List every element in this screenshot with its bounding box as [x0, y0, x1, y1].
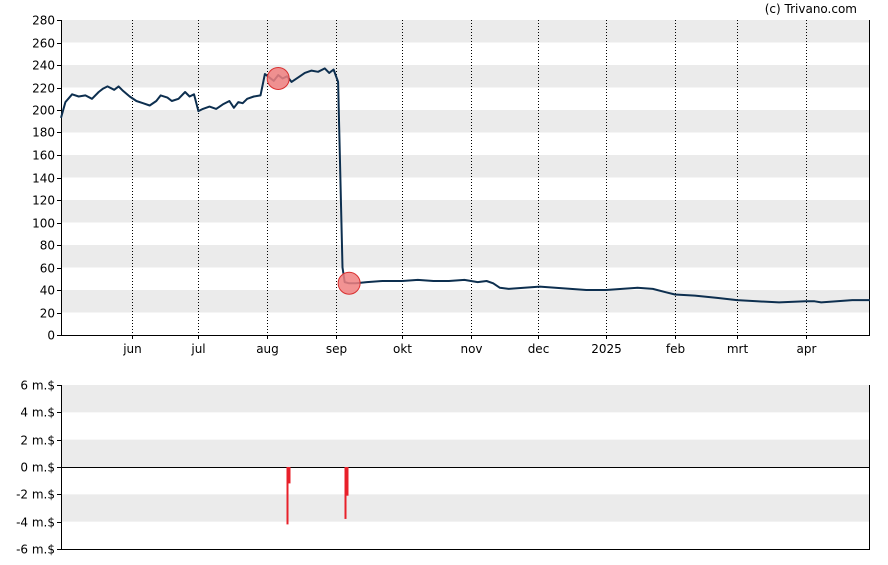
- price-x-tick-label: dec: [528, 342, 550, 356]
- volume-y-tick-label: -4 m.$: [16, 516, 55, 530]
- volume-y-tick-label: -2 m.$: [16, 488, 55, 502]
- price-y-tick-label: 240: [32, 59, 55, 73]
- price-x-tick-label: apr: [797, 342, 817, 356]
- price-band: [61, 65, 870, 88]
- price-x-tick-label: mrt: [727, 342, 749, 356]
- volume-plot-frame: [61, 385, 870, 550]
- price-y-tick-label: 140: [32, 172, 55, 186]
- price-y-tick-label: 60: [40, 262, 55, 276]
- price-y-tick-label: 220: [32, 82, 55, 96]
- price-y-tick-label: 120: [32, 194, 55, 208]
- price-markers: [266, 67, 361, 295]
- price-band: [61, 110, 870, 133]
- price-x-tick-label: feb: [666, 342, 685, 356]
- price-band: [61, 245, 870, 268]
- price-band: [61, 200, 870, 223]
- price-y-tick-label: 260: [32, 37, 55, 51]
- price-y-tick-label: 80: [40, 239, 55, 253]
- volume-band: [61, 494, 870, 522]
- price-x-tick-label: okt: [393, 342, 412, 356]
- price-y-tick-label: 0: [47, 329, 55, 343]
- price-x-tick-label: sep: [326, 342, 347, 356]
- credit-text: (c) Trivano.com: [765, 2, 857, 16]
- price-x-tick-label: jul: [190, 342, 205, 356]
- volume-bars: [286, 467, 349, 525]
- price-y-tick-label: 20: [40, 307, 55, 321]
- volume-band: [61, 439, 870, 467]
- price-bands: [61, 20, 870, 313]
- price-band: [61, 20, 870, 43]
- volume-y-tick-label: 2 m.$: [20, 434, 55, 448]
- price-series: [60, 67, 870, 304]
- volume-y-tick-label: 0 m.$: [20, 461, 55, 475]
- price-x-tick-label: 2025: [591, 342, 622, 356]
- price-marker: [337, 271, 361, 295]
- price-y-tick-label: 200: [32, 104, 55, 118]
- volume-y-tick-label: 4 m.$: [20, 406, 55, 420]
- price-band: [61, 155, 870, 178]
- price-y-tick-label: 280: [32, 14, 55, 28]
- volume-y-tick-label: -6 m.$: [16, 543, 55, 557]
- price-plot-frame: [61, 20, 870, 336]
- volume-bands: [61, 385, 870, 522]
- price-y-tick-label: 180: [32, 126, 55, 140]
- price-y-tick-label: 40: [40, 284, 55, 298]
- volume-y-axis: -6 m.$ -4 m.$ -2 m.$ 0 m.$ 2 m.$ 4 m.$ 6 m.$: [16, 379, 61, 557]
- price-y-axis: 0 20 40 60 80 100 120 140 160 180 200 220 240 260 280: [32, 14, 61, 343]
- volume-band: [61, 385, 870, 413]
- price-x-tick-label: jun: [122, 342, 142, 356]
- price-y-tick-label: 160: [32, 149, 55, 163]
- price-y-tick-label: 100: [32, 217, 55, 231]
- price-x-axis: jun jul aug sep okt nov dec 2025 feb mrt apr: [122, 335, 817, 356]
- volume-y-tick-label: 6 m.$: [20, 379, 55, 393]
- price-marker: [266, 67, 290, 90]
- price-band: [61, 290, 870, 313]
- price-x-tick-label: aug: [256, 342, 279, 356]
- price-line: [60, 67, 870, 304]
- price-x-tick-label: nov: [460, 342, 482, 356]
